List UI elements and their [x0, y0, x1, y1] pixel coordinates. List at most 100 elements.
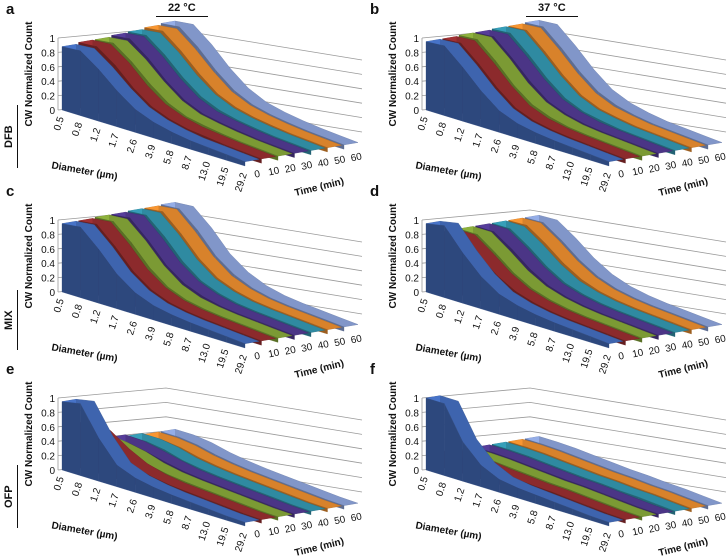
x-tick-label: 3.9: [508, 143, 523, 160]
x-tick-label: 5.8: [526, 149, 541, 166]
x-tick-label: 8.7: [544, 154, 559, 171]
y-tick-label: 0.6: [405, 63, 419, 74]
series-ribbon-time-0: [61, 220, 260, 349]
y-axis-label: CW Normalized Count: [24, 203, 35, 309]
z-tick-label: 40: [317, 339, 331, 352]
x-tick-label: 3.9: [144, 503, 159, 520]
z-tick-label: 60: [714, 333, 728, 346]
y-tick-label: 0.4: [41, 259, 55, 270]
x-tick-label: 3.9: [508, 503, 523, 520]
x-tick-label: 0.8: [70, 121, 85, 138]
y-tick-label: 0.2: [405, 274, 419, 285]
x-tick-label: 13.0: [561, 520, 578, 542]
y-tick-label: 0.8: [405, 48, 419, 59]
data-segment: [425, 223, 445, 298]
x-tick-label: 0.8: [70, 481, 85, 498]
x-tick-label: 1.7: [471, 132, 486, 149]
y-tick-label: 1: [413, 34, 419, 45]
y-tick-label: 1: [413, 394, 419, 405]
z-tick-label: 10: [267, 347, 281, 360]
z-tick-label: 50: [697, 514, 711, 527]
x-tick-label: 0.5: [416, 475, 431, 492]
y-tick-label: 1: [49, 216, 55, 227]
gridline: [57, 387, 363, 421]
z-tick-label: 10: [631, 165, 645, 178]
z-tick-label: 60: [350, 333, 364, 346]
x-tick-label: 5.8: [526, 509, 541, 526]
y-tick-label: 0.8: [405, 230, 419, 241]
z-tick-label: 20: [284, 163, 298, 176]
chart-content: fCW Normalized Count 00.20.40.60.810.5 0.8…: [370, 361, 727, 559]
panel-letter: b: [370, 1, 379, 18]
x-tick-label: 0.5: [52, 115, 67, 132]
x-tick-label: 2.6: [125, 498, 140, 515]
z-tick-label: 30: [664, 520, 678, 533]
data-segment: [226, 336, 246, 349]
y-tick-label: 0.4: [405, 77, 419, 88]
z-tick-label: 40: [681, 157, 695, 170]
z-tick-label: 50: [333, 336, 347, 349]
x-tick-label: 0.8: [434, 481, 449, 498]
x-tick-label: 1.7: [471, 492, 486, 509]
x-tick-label: 13.0: [561, 160, 578, 182]
z-tick-label: 0: [254, 529, 262, 541]
x-tick-label: 8.7: [544, 514, 559, 531]
x-tick-label: 0.8: [434, 121, 449, 138]
series-ribbon-time-0: [425, 38, 624, 167]
data-segment: [226, 515, 246, 527]
z-tick-label: 40: [317, 517, 331, 530]
y-axis-label: CW Normalized Count: [388, 381, 399, 487]
x-tick-label: 29.2: [597, 531, 614, 553]
x-tick-label: 2.6: [125, 320, 140, 337]
x-tick-label: 1.2: [453, 486, 468, 503]
panel-letter: a: [6, 1, 15, 18]
series-ribbon-time-0: [61, 44, 260, 167]
y-tick-label: 0: [49, 288, 55, 299]
z-tick-label: 50: [333, 154, 347, 167]
data-segment: [425, 397, 445, 476]
y-tick-label: 0.8: [41, 48, 55, 59]
y-tick-label: 0.6: [41, 423, 55, 434]
series-ribbon-time-0: [425, 220, 624, 349]
chart-panel-a: aCW Normalized Count 00.20.40.60.810.5 0.8…: [6, 1, 364, 199]
z-tick-label: 20: [648, 523, 662, 536]
y-tick-label: 0.6: [405, 245, 419, 256]
y-tick-label: 0.6: [41, 245, 55, 256]
z-tick-label: 0: [254, 169, 262, 181]
y-axis-label: CW Normalized Count: [24, 381, 35, 487]
x-tick-label: 5.8: [162, 331, 177, 348]
x-tick-label: 3.9: [144, 143, 159, 160]
z-tick-label: 50: [697, 154, 711, 167]
gridline: [421, 387, 727, 421]
x-tick-label: 1.7: [471, 314, 486, 331]
z-tick-label: 20: [648, 163, 662, 176]
y-tick-label: 0.4: [405, 259, 419, 270]
x-tick-label: 1.2: [89, 126, 104, 143]
z-tick-label: 40: [681, 339, 695, 352]
z-tick-label: 40: [681, 517, 695, 530]
z-tick-label: 60: [350, 151, 364, 164]
z-tick-label: 20: [284, 523, 298, 536]
x-tick-label: 8.7: [180, 154, 195, 171]
z-axis-label: Time (min): [658, 536, 710, 559]
y-tick-label: 1: [413, 216, 419, 227]
y-tick-label: 0.2: [405, 452, 419, 463]
x-tick-label: 13.0: [197, 520, 214, 542]
z-tick-label: 20: [648, 345, 662, 358]
x-tick-label: 2.6: [489, 138, 504, 155]
z-tick-label: 30: [300, 342, 314, 355]
x-tick-label: 3.9: [144, 325, 159, 342]
chart-panel-f: fCW Normalized Count 00.20.40.60.810.5 0.8…: [370, 361, 727, 559]
y-tick-label: 0.8: [41, 408, 55, 419]
z-tick-label: 30: [664, 160, 678, 173]
x-tick-label: 1.2: [453, 126, 468, 143]
panel-letter: d: [370, 183, 379, 200]
z-tick-label: 60: [714, 511, 728, 524]
z-tick-label: 10: [631, 525, 645, 538]
x-tick-label: 29.2: [233, 531, 250, 553]
column-header-22c: 22 °C: [156, 2, 208, 17]
x-tick-label: 0.8: [434, 303, 449, 320]
data-segment: [61, 401, 81, 476]
y-tick-label: 0: [413, 288, 419, 299]
